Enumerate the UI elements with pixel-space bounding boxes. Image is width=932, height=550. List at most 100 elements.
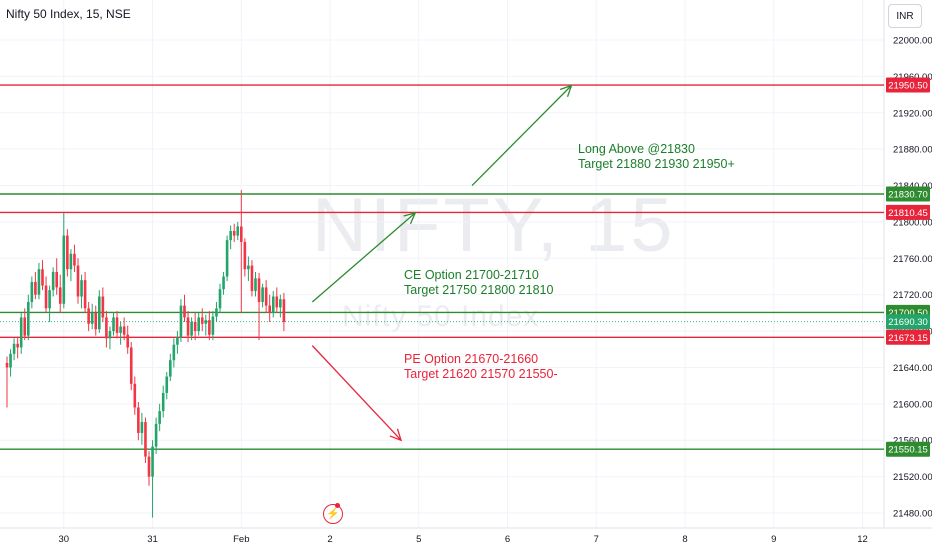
candle-body [48,290,51,309]
price-tag-support-bg [886,441,930,457]
price-tag-support-bg [886,186,930,202]
candle-body [34,281,37,295]
annotation-pe-option: PE Option 21670-21660 Target 21620 21570… [404,352,558,382]
candle-body [240,226,243,242]
candle-body [83,280,87,309]
candle-body [176,337,179,345]
price-tag-support[interactable]: 21830.70 [886,186,930,202]
candle-body [76,265,80,297]
price-tag-current[interactable]: 21690.30 [886,314,930,330]
trend-arrow-line[interactable] [471,85,572,186]
candle-body [229,231,232,241]
trend-arrow-line[interactable] [311,345,402,441]
annotation-ce-option: CE Option 21700-21710 Target 21750 21800… [404,268,553,298]
candle-body [90,312,94,324]
candle-body [257,278,261,302]
grid [0,0,932,529]
candle-body [243,241,247,270]
price-tick-label: 21480.00 [893,509,932,520]
candle-body [44,285,48,309]
currency-button[interactable]: INR [888,4,922,28]
candle-body [66,235,69,270]
candle-body [190,321,193,336]
candle-body [186,317,190,336]
price-tick-label: 21960.00 [893,72,932,83]
price-tag-resistance[interactable]: 21950.50 [886,77,930,93]
horizontal-levels [0,84,884,450]
candle-body [193,321,197,332]
candle-body [254,278,257,292]
candle-body [282,299,286,322]
price-tag-resistance-bg [886,204,930,220]
candle-body [30,281,34,302]
candle-body [151,446,154,477]
trend-arrow-head [559,84,573,98]
trend-arrows [311,84,573,442]
symbol-title[interactable]: Nifty 50 Index, 15, NSE [6,7,131,21]
annotation-ce-line1: CE Option 21700-21710 [404,268,539,282]
price-tick-label: 21560.00 [893,436,932,447]
candle-body [23,317,27,336]
candle-body [154,423,158,447]
lightning-icon[interactable]: ⚡ [323,504,343,524]
annotation-ce-line2: Target 21750 21800 21810 [404,283,554,297]
price-tag-resistance[interactable]: 21810.45 [886,204,930,220]
candle-body [105,317,108,339]
candle-body [158,411,161,424]
price-tag-support-text: 21550.15 [888,445,928,456]
candle-body [112,317,115,332]
candle-body [215,308,218,317]
price-tag-resistance-bg [886,77,930,93]
price-tag-resistance-text: 21810.45 [888,208,928,219]
price-tag-current-text: 21690.30 [888,317,928,328]
candle-body [73,253,76,266]
time-tick-label: 2 [327,534,332,545]
trend-arrow-line[interactable] [311,212,416,303]
price-tags: 21950.50 21830.70 21810.45 21700.50 21673.15… [886,77,930,457]
candle-body [140,422,144,433]
price-tick-label: 21920.00 [893,108,932,119]
price-tick-label: 21640.00 [893,363,932,374]
price-tick-label: 21800.00 [893,217,932,228]
time-tick-label: 8 [682,534,687,545]
candle-body [37,269,41,295]
candle-body [218,289,222,309]
candle-body [144,422,147,457]
price-tick-label: 21720.00 [893,290,932,301]
candle-body [19,317,23,348]
price-tag-resistance-text: 21950.50 [888,81,928,92]
price-tag-resistance[interactable]: 21673.15 [886,329,930,345]
price-tag-current-bg [886,314,930,330]
candle-body [179,305,183,338]
candle-body [147,456,151,477]
candle-body [16,343,19,348]
candle-body [247,265,250,270]
candle-body [165,376,169,393]
time-tick-label: 5 [416,534,421,545]
candle-body [122,326,126,335]
candlestick-series [5,190,286,518]
time-tick-label: Feb [233,534,249,545]
candle-body [279,299,282,308]
price-tick-label: 22000.00 [893,36,932,47]
candle-body [115,317,119,333]
price-tag-resistance-text: 21673.15 [888,333,928,344]
candle-body [268,305,271,313]
candle-body [133,383,137,408]
candle-body [108,331,112,339]
candle-body [5,362,9,368]
candle-body [161,392,165,412]
time-tick-label: 30 [59,534,70,545]
annotation-long-line1: Long Above @21830 [578,142,695,156]
price-tick-label: 21760.00 [893,254,932,265]
candle-body [55,271,58,288]
candle-body [41,269,44,286]
candle-body [129,347,133,384]
candle-body [204,320,208,324]
candle-body [183,305,186,318]
time-tick-label: 9 [771,534,776,545]
candle-body [208,320,211,335]
price-tag-support[interactable]: 21550.15 [886,441,930,457]
